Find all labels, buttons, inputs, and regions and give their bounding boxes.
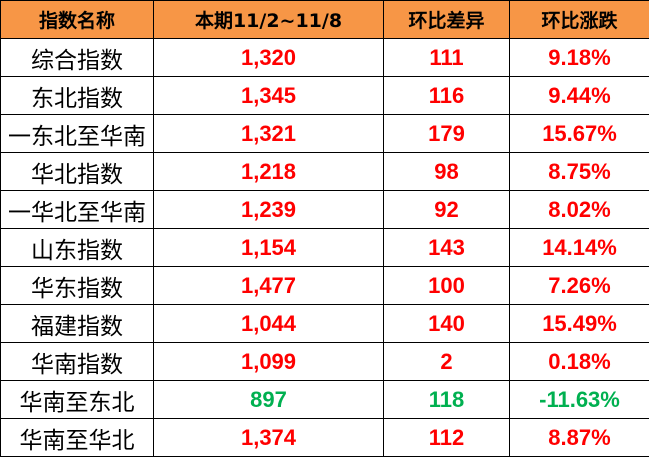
index-diff: 143: [383, 228, 510, 267]
index-name: 综合指数: [0, 38, 154, 77]
index-name: 华北指数: [0, 152, 154, 191]
index-diff: 92: [383, 190, 510, 229]
index-value: 1,044: [153, 304, 384, 343]
index-value: 1,477: [153, 266, 384, 305]
table-row: 东北指数 1,345 116 9.44%: [0, 76, 649, 115]
index-diff: 179: [383, 114, 510, 153]
index-value: 1,321: [153, 114, 384, 153]
index-name: 东北指数: [0, 76, 154, 115]
index-diff: 116: [383, 76, 510, 115]
index-value: 1,099: [153, 342, 384, 381]
table-row: 华北指数 1,218 98 8.75%: [0, 152, 649, 191]
header-pct: 环比涨跌: [509, 0, 649, 39]
index-value: 1,374: [153, 418, 384, 457]
index-pct: 15.67%: [509, 114, 649, 153]
header-name: 指数名称: [0, 0, 154, 39]
index-value: 1,320: [153, 38, 384, 77]
table-row: 福建指数 1,044 140 15.49%: [0, 304, 649, 343]
table-row: 山东指数 1,154 143 14.14%: [0, 228, 649, 267]
table-row: 华南指数 1,099 2 0.18%: [0, 342, 649, 381]
table-row: 综合指数 1,320 111 9.18%: [0, 38, 649, 77]
index-diff: 98: [383, 152, 510, 191]
index-name: 华东指数: [0, 266, 154, 305]
index-pct: 9.44%: [509, 76, 649, 115]
index-value: 1,218: [153, 152, 384, 191]
header-diff: 环比差异: [383, 0, 510, 39]
index-pct: 15.49%: [509, 304, 649, 343]
index-name: 一东北至华南: [0, 114, 154, 153]
header-row: 指数名称 本期11/2~11/8 环比差异 环比涨跌: [0, 0, 649, 39]
index-name: 福建指数: [0, 304, 154, 343]
header-current-period: 本期11/2~11/8: [153, 0, 384, 39]
index-diff: 2: [383, 342, 510, 381]
table-row: 一华北至华南 1,239 92 8.02%: [0, 190, 649, 229]
index-pct: 8.75%: [509, 152, 649, 191]
table-row: 华东指数 1,477 100 7.26%: [0, 266, 649, 305]
index-name: 一华北至华南: [0, 190, 154, 229]
index-pct: -11.63%: [509, 380, 649, 419]
index-value: 897: [153, 380, 384, 419]
index-pct: 0.18%: [509, 342, 649, 381]
table-row: 华南至东北 897 118 -11.63%: [0, 380, 649, 419]
index-diff: 112: [383, 418, 510, 457]
index-diff: 118: [383, 380, 510, 419]
index-pct: 8.02%: [509, 190, 649, 229]
index-diff: 100: [383, 266, 510, 305]
table-row: 一东北至华南 1,321 179 15.67%: [0, 114, 649, 153]
index-diff: 140: [383, 304, 510, 343]
index-value: 1,239: [153, 190, 384, 229]
index-pct: 9.18%: [509, 38, 649, 77]
index-name: 华南至东北: [0, 380, 154, 419]
index-pct: 8.87%: [509, 418, 649, 457]
index-name: 华南至华北: [0, 418, 154, 457]
index-name: 华南指数: [0, 342, 154, 381]
index-name: 山东指数: [0, 228, 154, 267]
table-row: 华南至华北 1,374 112 8.87%: [0, 418, 649, 457]
index-pct: 14.14%: [509, 228, 649, 267]
index-value: 1,154: [153, 228, 384, 267]
index-diff: 111: [383, 38, 510, 77]
index-pct: 7.26%: [509, 266, 649, 305]
index-value: 1,345: [153, 76, 384, 115]
